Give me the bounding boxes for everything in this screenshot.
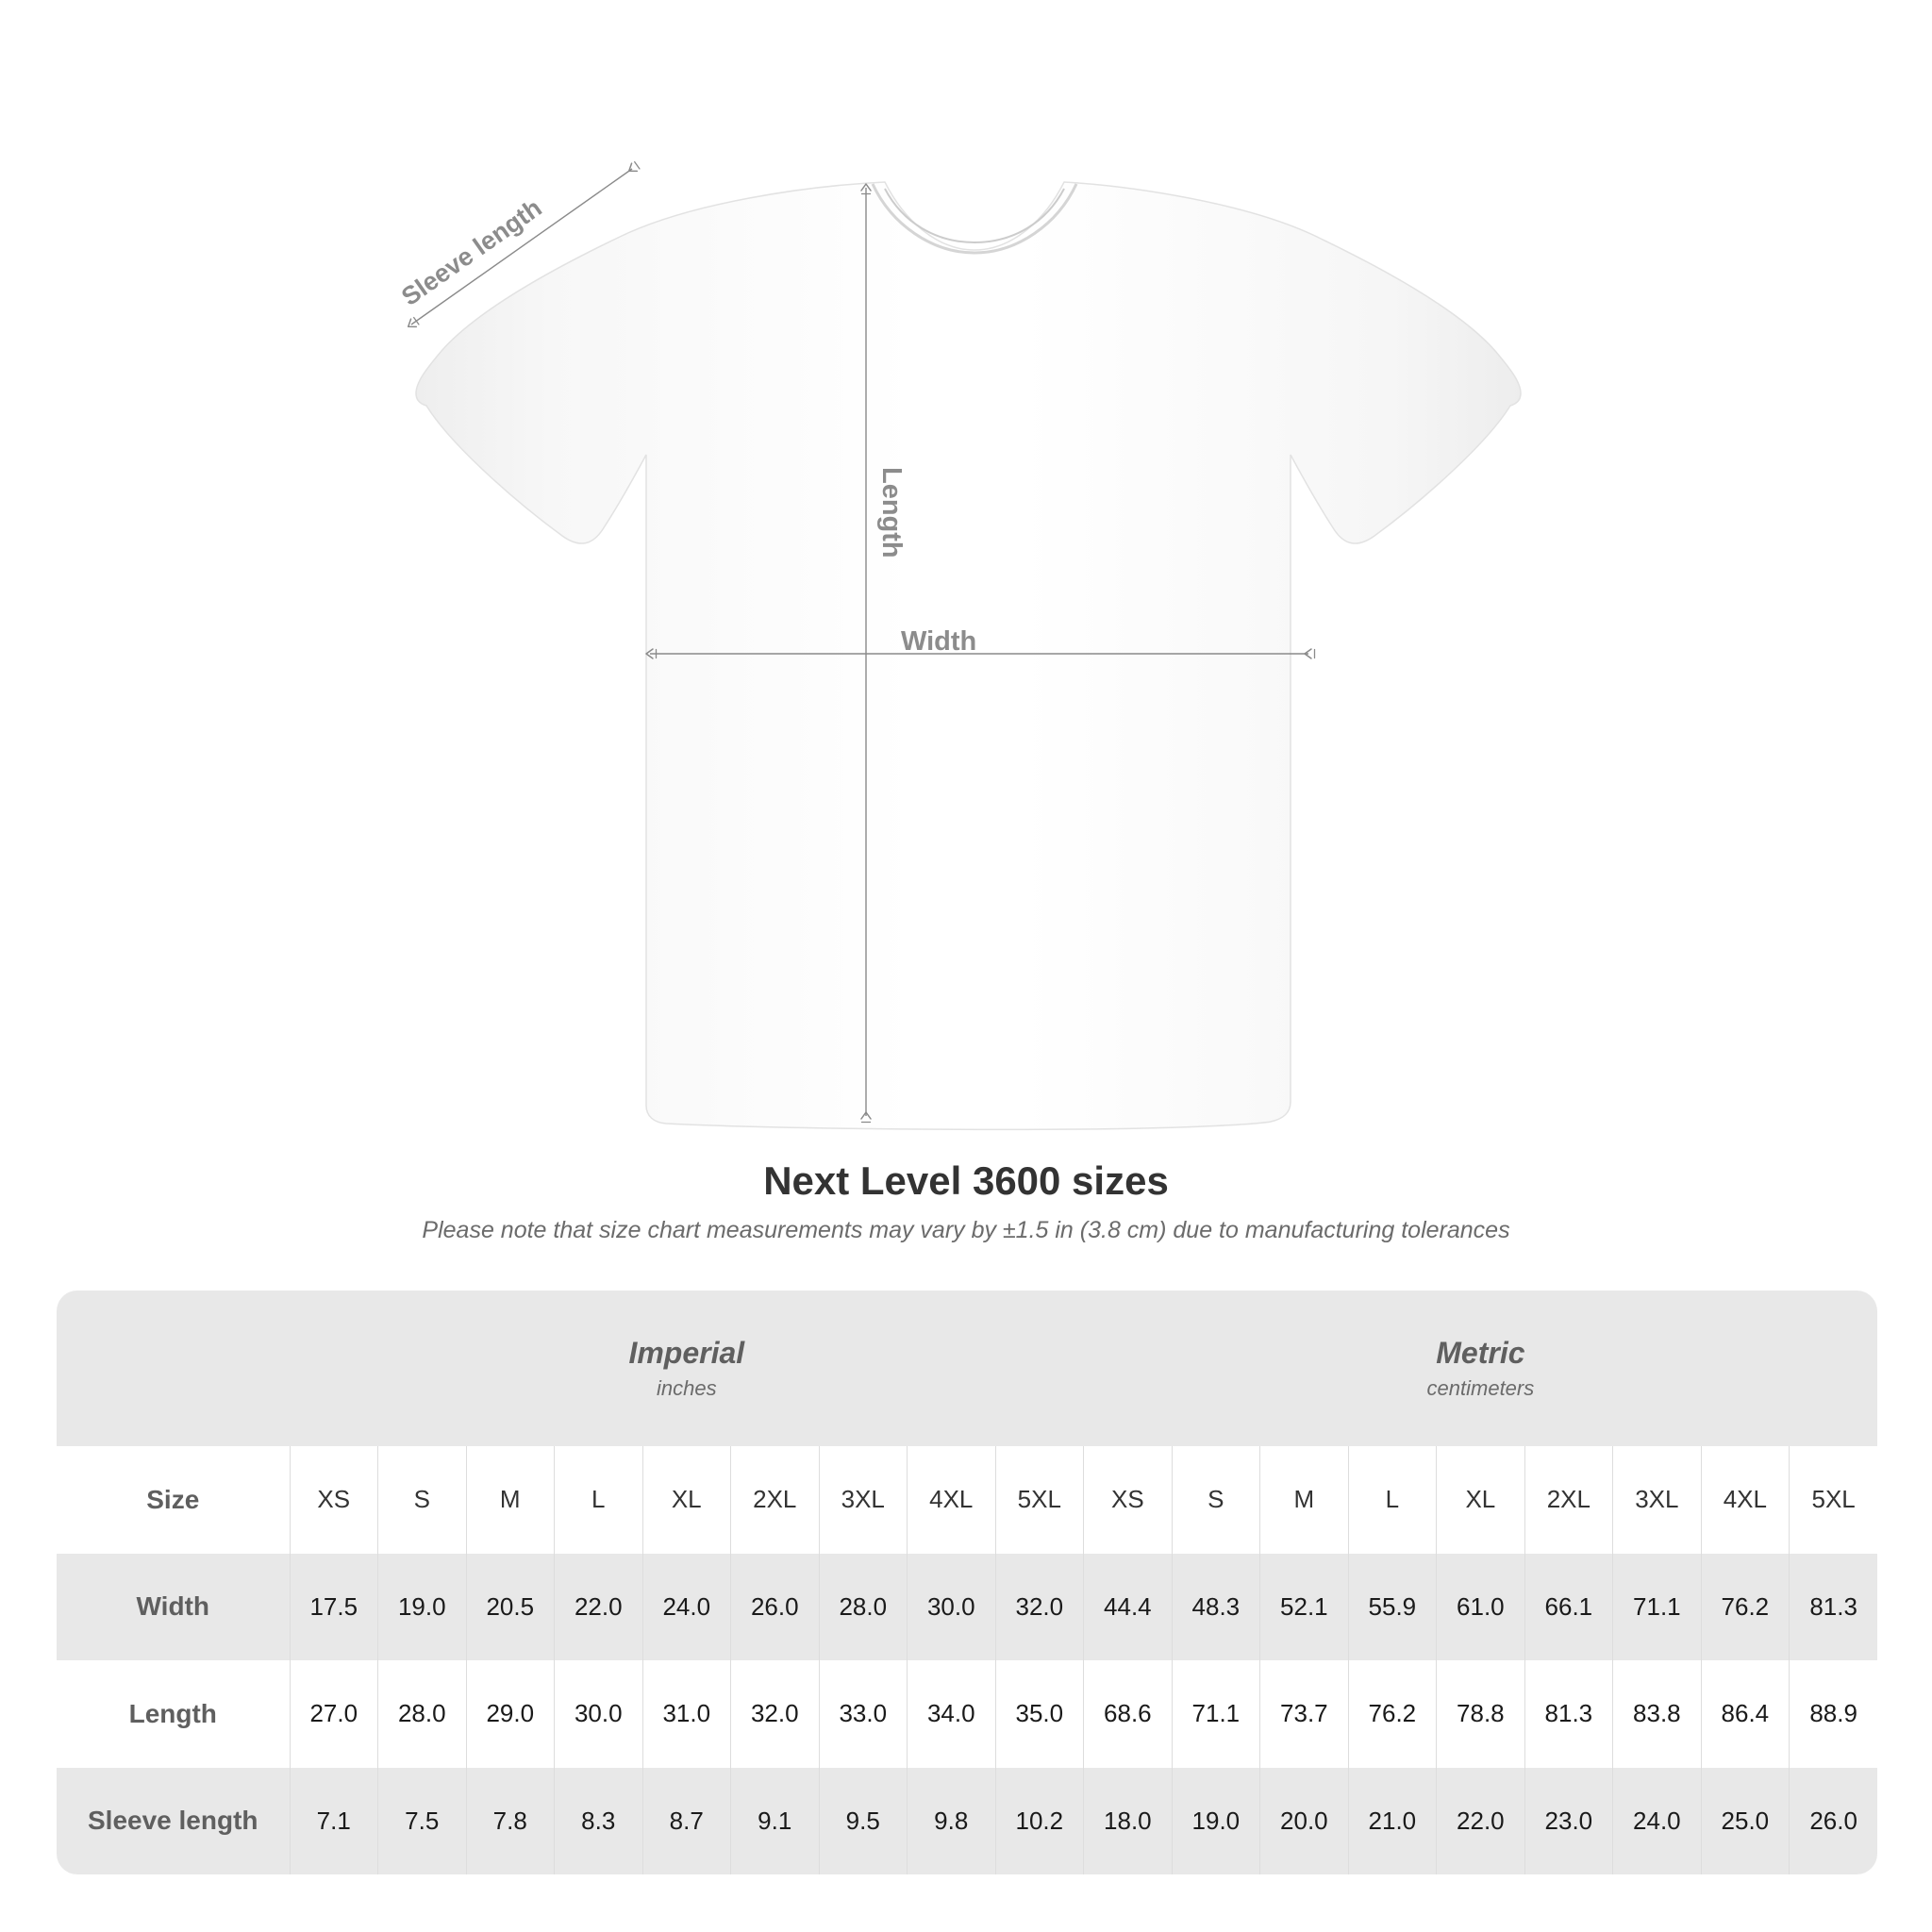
svg-text:Length: Length [876, 467, 907, 558]
svg-text:Width: Width [901, 626, 976, 657]
